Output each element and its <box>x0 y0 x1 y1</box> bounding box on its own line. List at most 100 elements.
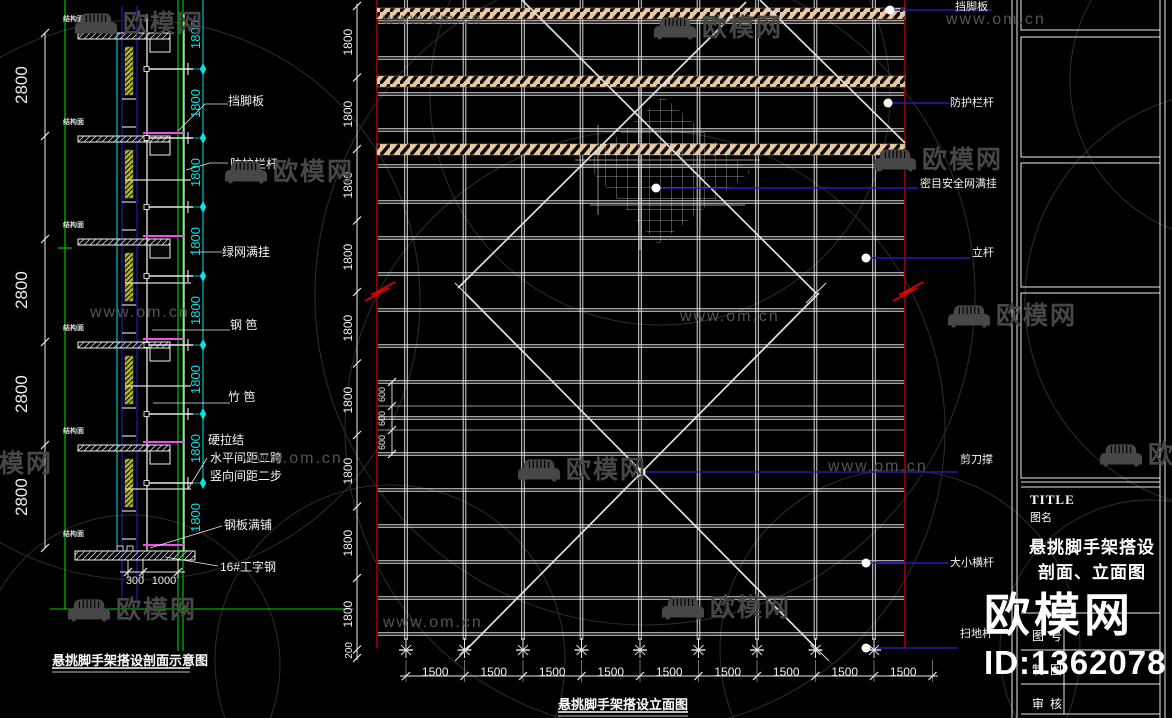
sofa-icon <box>661 596 705 620</box>
sofa-icon <box>74 12 118 36</box>
section-story-dim-1: 2800 <box>12 271 31 309</box>
brand-watermark-text: 欧模网 <box>1148 441 1172 469</box>
elevation-caption: 悬挑脚手架搭设立面图 <box>558 697 689 712</box>
brand-watermark: 欧模网 <box>0 444 53 480</box>
brand-watermark: 欧模网 <box>660 588 791 624</box>
brand-watermark: 欧模网 <box>223 152 354 188</box>
elevation-label-safety-net: 密目安全网满挂 <box>920 178 997 190</box>
elevation-inner-dimensions: 600 600 600 <box>377 382 389 454</box>
brand-watermark: 欧模网 <box>1098 435 1172 471</box>
elevation-label-sweep-rod: 扫地杆 <box>960 628 993 640</box>
section-label-tie-spacing-v: 竖向间距二步 <box>210 469 283 483</box>
elevation-label-toe-board: 挡脚板 <box>955 1 988 13</box>
section-label-bamboo-mesh: 竹 笆 <box>228 390 256 404</box>
elevation-label-vertical-pole: 立杆 <box>972 247 994 259</box>
elevation-step-dim-6: 1800 <box>341 457 355 485</box>
section-step-dim-7: 1800 <box>188 503 203 532</box>
section-step-dim-3: 1800 <box>188 227 203 256</box>
title-block-name-label: 图名 <box>1030 512 1052 524</box>
brand-watermark-text: 欧模网 <box>996 302 1078 330</box>
section-story-dim-0: 2800 <box>12 66 31 104</box>
elevation-bay-dim-4: 1500 <box>655 665 683 679</box>
section-caption: 悬挑脚手架搭设剖面示意图 <box>52 653 209 668</box>
floor-label-0: 结构面 <box>63 16 84 23</box>
elevation-bay-dim-7: 1500 <box>831 665 859 679</box>
sofa-icon <box>67 598 111 622</box>
title-block-rows: 图号 制图 审核 <box>1030 613 1150 713</box>
elevation-label-scissor-brace: 剪刀撑 <box>960 454 993 466</box>
elevation-step-dim-3: 1800 <box>341 242 355 270</box>
elevation-bay-dim-5: 1500 <box>714 665 742 679</box>
site-watermark: www.om.cn <box>383 614 483 631</box>
section-story-dimensions: 2800 2800 2800 2800 <box>12 0 42 620</box>
site-watermark: www.om.cn <box>243 450 343 467</box>
floor-label-5: 结构面 <box>63 531 84 538</box>
section-floor-labels: 结构面 结构面 结构面 结构面 结构面 结构面 <box>63 0 93 620</box>
section-bottom-dim-0: 300 <box>125 575 145 587</box>
title-block-row-label-2: 审核 <box>1032 697 1069 711</box>
sofa-icon <box>224 160 268 184</box>
site-watermark: www.om.cn <box>680 308 780 325</box>
elevation-label-horizontal-bars: 大小横杆 <box>950 557 994 569</box>
elevation-bay-dim-2: 1500 <box>538 665 566 679</box>
section-label-i-beam: 16#工字钢 <box>220 560 277 574</box>
sofa-icon <box>873 148 917 172</box>
elevation-step-dim-5: 1800 <box>341 385 355 413</box>
brand-watermark: 欧模网 <box>652 8 783 44</box>
brand-watermark-text: 欧模网 <box>710 594 792 622</box>
brand-watermark: 欧模网 <box>872 140 1003 176</box>
section-step-dim-2: 1800 <box>188 158 203 187</box>
section-story-dim-2: 2800 <box>12 375 31 413</box>
sofa-icon <box>653 16 697 40</box>
section-step-dim-5: 1800 <box>188 365 203 394</box>
floor-label-3: 结构面 <box>63 325 84 332</box>
title-block-row-label-1: 制图 <box>1032 663 1069 677</box>
section-bottom-dimensions: 300 1000 <box>124 575 182 587</box>
section-step-dim-6: 1800 <box>188 434 203 463</box>
sofa-icon <box>1099 443 1143 467</box>
brand-watermark-text: 欧模网 <box>702 14 784 42</box>
brand-watermark-text: 欧模网 <box>0 450 54 478</box>
sofa-icon <box>517 458 561 482</box>
drawing-title-line1: 悬挑脚手架搭设 <box>1029 538 1155 557</box>
elevation-bay-dim-3: 1500 <box>597 665 625 679</box>
title-block-row-label-0: 图号 <box>1032 629 1069 643</box>
drawing-title-line2: 剖面、立面图 <box>1038 563 1146 582</box>
brand-watermark-text: 欧模网 <box>922 146 1004 174</box>
section-step-dimensions: 1800 1800 1800 1800 1800 1800 1800 1800 <box>188 0 204 552</box>
floor-label-2: 结构面 <box>63 222 84 229</box>
brand-watermark-text: 欧模网 <box>116 596 198 624</box>
floor-label-4: 结构面 <box>63 428 84 435</box>
watermark-id: ID:1362078 <box>984 644 1167 681</box>
brand-watermark-text: 欧模网 <box>123 10 205 38</box>
title-block-title-en: TITLE <box>1030 492 1075 507</box>
section-label-green-net: 绿网满挂 <box>222 245 271 259</box>
section-label-steel-plate: 钢板满铺 <box>224 518 273 532</box>
elevation-bay-dim-6: 1500 <box>772 665 800 679</box>
elevation-inner-dim-0: 600 <box>377 386 387 402</box>
title-block-linework <box>1011 0 1166 718</box>
section-label-tie-spacing-h: 水平间距二跨 <box>210 451 283 465</box>
elevation-bay-dimensions: 1500 1500 1500 1500 1500 1500 1500 1500 1500 <box>406 665 933 680</box>
site-watermark: www.om.cn <box>90 304 190 321</box>
site-watermark: www.om.cn <box>828 458 928 475</box>
elevation-label-guard-rail: 防护栏杆 <box>950 97 994 109</box>
elevation-step-dim-8: 1800 <box>341 600 355 628</box>
elevation-bay-dim-8: 1500 <box>889 665 917 679</box>
elevation-step-dimensions: 1800 1800 1800 1800 1800 1800 1800 1800 1800 <box>341 6 357 649</box>
site-watermark: www.om.cn <box>383 11 483 28</box>
elevation-inner-dim-2: 600 <box>377 434 387 450</box>
brand-watermark-text: 欧模网 <box>566 456 648 484</box>
floor-label-1: 结构面 <box>63 119 84 126</box>
elevation-step-dim-1: 1800 <box>341 99 355 127</box>
elevation-inner-dim-1: 600 <box>377 410 387 426</box>
elevation-bay-dim-0: 1500 <box>421 665 449 679</box>
elevation-base-dimension: 200 <box>344 642 355 659</box>
brand-watermark: 欧模网 <box>66 590 197 626</box>
elevation-step-dim-4: 1800 <box>341 314 355 342</box>
section-step-dim-4: 1800 <box>188 296 203 325</box>
elevation-step-dim-0: 1800 <box>341 28 355 56</box>
section-bottom-dim-1: 1000 <box>151 575 177 587</box>
